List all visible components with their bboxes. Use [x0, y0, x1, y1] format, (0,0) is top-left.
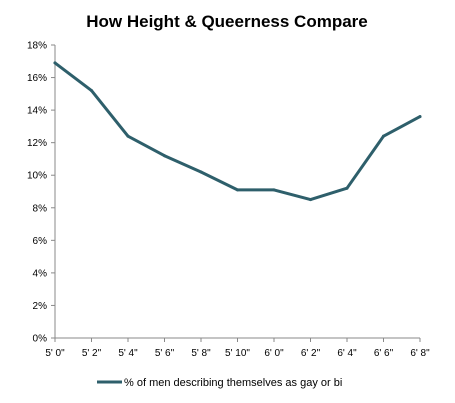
data-point [199, 170, 203, 174]
x-tick-label: 6' 8" [410, 348, 430, 359]
y-tick-label: 10% [27, 171, 47, 182]
y-tick-label: 4% [33, 268, 48, 279]
x-tick-label: 5' 2" [82, 348, 102, 359]
y-tick-label: 6% [33, 236, 48, 247]
x-tick-label: 6' 4" [337, 348, 357, 359]
y-tick-label: 8% [33, 203, 48, 214]
y-tick-label: 18% [27, 41, 47, 52]
x-tick-label: 5' 10" [225, 348, 250, 359]
x-tick-label: 5' 4" [118, 348, 138, 359]
legend-label: % of men describing themselves as gay or… [124, 377, 342, 389]
axes [51, 44, 421, 342]
chart-title: How Height & Queerness Compare [86, 12, 368, 31]
legend: % of men describing themselves as gay or… [97, 377, 342, 389]
series-line [53, 61, 422, 202]
y-tick-label: 16% [27, 73, 47, 84]
data-point [418, 115, 422, 119]
x-tick-label: 6' 2" [301, 348, 321, 359]
data-point [382, 134, 385, 138]
data-point [272, 188, 276, 192]
data-point [90, 89, 93, 93]
x-axis-labels: 5' 0" 5' 2" 5' 4" 5' 6" 5' 8" 5' 10" 6' 0" 6' 2… [45, 348, 430, 359]
x-tick-label: 5' 0" [45, 348, 65, 359]
x-tick-label: 5' 6" [155, 348, 175, 359]
data-point [345, 186, 349, 190]
data-point [126, 134, 130, 138]
y-tick-label: 12% [27, 138, 47, 149]
y-tick-label: 14% [27, 106, 47, 117]
x-tick-label: 6' 0" [264, 348, 284, 359]
data-point [53, 61, 57, 65]
data-point [236, 188, 239, 192]
y-axis-labels: 0% 2% 4% 6% 8% 10% 12% 14% 16% 18% [27, 41, 47, 345]
data-point [309, 198, 312, 202]
y-tick-label: 2% [33, 301, 48, 312]
y-tick-label: 0% [33, 334, 48, 345]
data-point [163, 154, 166, 158]
x-tick-label: 5' 8" [191, 348, 211, 359]
x-tick-label: 6' 6" [374, 348, 394, 359]
series-layer [53, 61, 422, 202]
